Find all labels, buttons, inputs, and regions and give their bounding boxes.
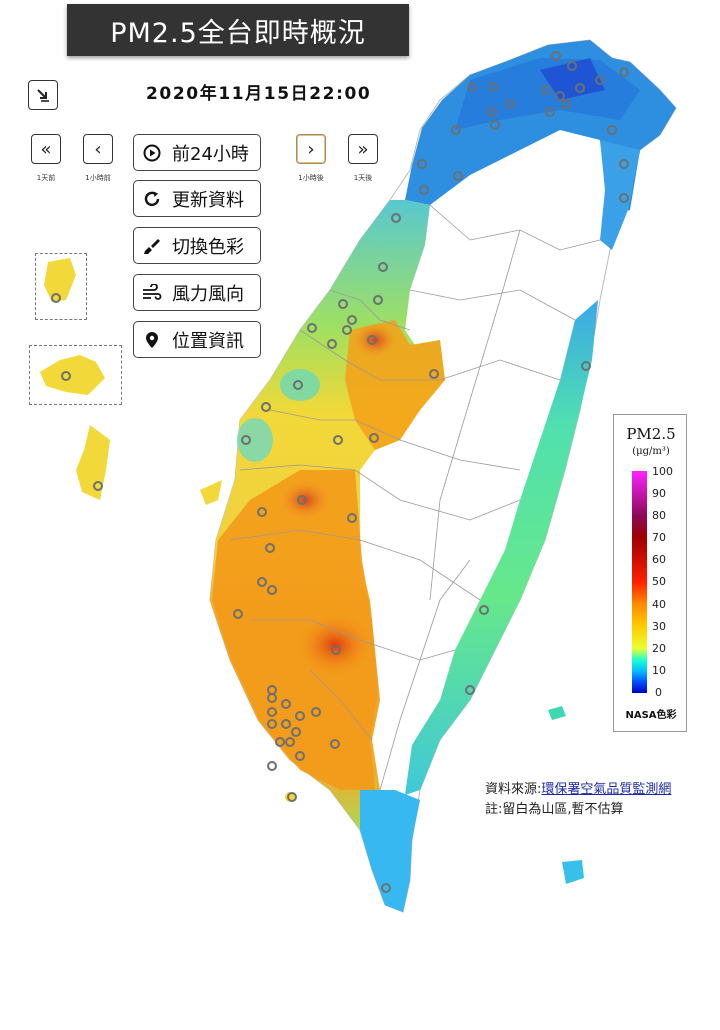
legend-tick: 20 bbox=[652, 642, 666, 655]
double-chevron-right-icon: » bbox=[357, 138, 369, 160]
coastal-green-spot bbox=[280, 369, 320, 401]
kinmen-inset-frame bbox=[29, 345, 122, 405]
green-island bbox=[548, 706, 566, 720]
mountain-note: 註:留白為山區,暫不估算 bbox=[485, 802, 624, 817]
switch-colors-button[interactable]: 切換色彩 bbox=[133, 227, 261, 264]
past-24-hours-button[interactable]: 前24小時 bbox=[133, 134, 261, 171]
legend-tick: 0 bbox=[655, 686, 662, 699]
wind-direction-button[interactable]: 風力風向 bbox=[133, 274, 261, 311]
forward-day-caption: 1天後 bbox=[353, 174, 373, 182]
back-hour-button[interactable]: ‹ bbox=[83, 134, 113, 164]
past-24-hours-label: 前24小時 bbox=[172, 143, 249, 165]
taipei-core bbox=[540, 58, 605, 100]
chevron-left-icon: ‹ bbox=[94, 138, 102, 160]
page-title: PM2.5全台即時概況 bbox=[67, 4, 409, 56]
data-source-note: 資料來源:環保署空氣品質監測網 註:留白為山區,暫不估算 bbox=[485, 780, 671, 820]
back-hour-caption: 1小時前 bbox=[85, 174, 111, 182]
coastal-teal-spot bbox=[237, 418, 273, 462]
legend-title: PM2.5 bbox=[626, 425, 676, 443]
kaohsiung-hotspot bbox=[297, 613, 373, 677]
legend-tick: 50 bbox=[652, 575, 666, 588]
county-boundaries bbox=[229, 204, 601, 791]
legend-tick: 60 bbox=[652, 553, 666, 566]
station-markers[interactable] bbox=[51, 51, 629, 893]
forward-hour-caption: 1小時後 bbox=[298, 174, 324, 182]
matsu-inset-frame bbox=[35, 253, 87, 320]
penghu-islands bbox=[76, 425, 110, 500]
double-chevron-left-icon: « bbox=[40, 138, 52, 160]
back-day-caption: 1天前 bbox=[36, 174, 56, 182]
source-link[interactable]: 環保署空氣品質監測網 bbox=[541, 782, 672, 797]
color-legend: PM2.5 (μg/m³) 100 90 80 70 60 50 40 30 2… bbox=[613, 414, 687, 732]
timestamp: 2020年11月15日22:00 bbox=[146, 84, 372, 104]
legend-tick: 10 bbox=[652, 664, 666, 677]
orchid-island bbox=[562, 860, 584, 884]
map-pin-icon bbox=[142, 330, 162, 350]
source-prefix: 資料來源: bbox=[485, 782, 542, 797]
wind-icon bbox=[142, 283, 162, 303]
forward-hour-button[interactable]: › bbox=[296, 134, 326, 164]
refresh-data-button[interactable]: 更新資料 bbox=[133, 180, 261, 217]
location-info-label: 位置資訊 bbox=[172, 330, 244, 352]
forward-day-button[interactable]: » bbox=[348, 134, 378, 164]
legend-tick: 30 bbox=[652, 620, 666, 633]
legend-tick: 80 bbox=[652, 509, 666, 522]
brush-icon bbox=[142, 236, 162, 256]
matsu-islands bbox=[44, 258, 76, 302]
legend-tick: 40 bbox=[652, 598, 666, 611]
coastal-islet bbox=[200, 480, 222, 505]
collapse-button[interactable] bbox=[28, 80, 58, 110]
chevron-right-icon: › bbox=[307, 138, 315, 160]
legend-unit: (μg/m³) bbox=[632, 446, 670, 457]
switch-colors-label: 切換色彩 bbox=[172, 236, 244, 258]
legend-tick: 100 bbox=[652, 465, 673, 478]
location-info-button[interactable]: 位置資訊 bbox=[133, 321, 261, 358]
arrow-down-right-icon bbox=[37, 89, 49, 102]
legend-tick: 90 bbox=[652, 487, 666, 500]
liuqiu-island bbox=[285, 792, 295, 802]
wind-direction-label: 風力風向 bbox=[172, 283, 244, 305]
refresh-data-label: 更新資料 bbox=[172, 189, 244, 211]
back-day-button[interactable]: « bbox=[31, 134, 61, 164]
east-coast-region bbox=[405, 300, 598, 795]
refresh-icon bbox=[142, 189, 162, 209]
play-circle-icon bbox=[142, 143, 162, 163]
legend-color-bar bbox=[632, 471, 647, 693]
south-orange-region bbox=[212, 470, 378, 790]
kinmen-island bbox=[40, 355, 105, 395]
legend-palette-label: NASA色彩 bbox=[625, 710, 677, 721]
south-tip-region bbox=[360, 790, 420, 912]
legend-tick: 70 bbox=[652, 531, 666, 544]
